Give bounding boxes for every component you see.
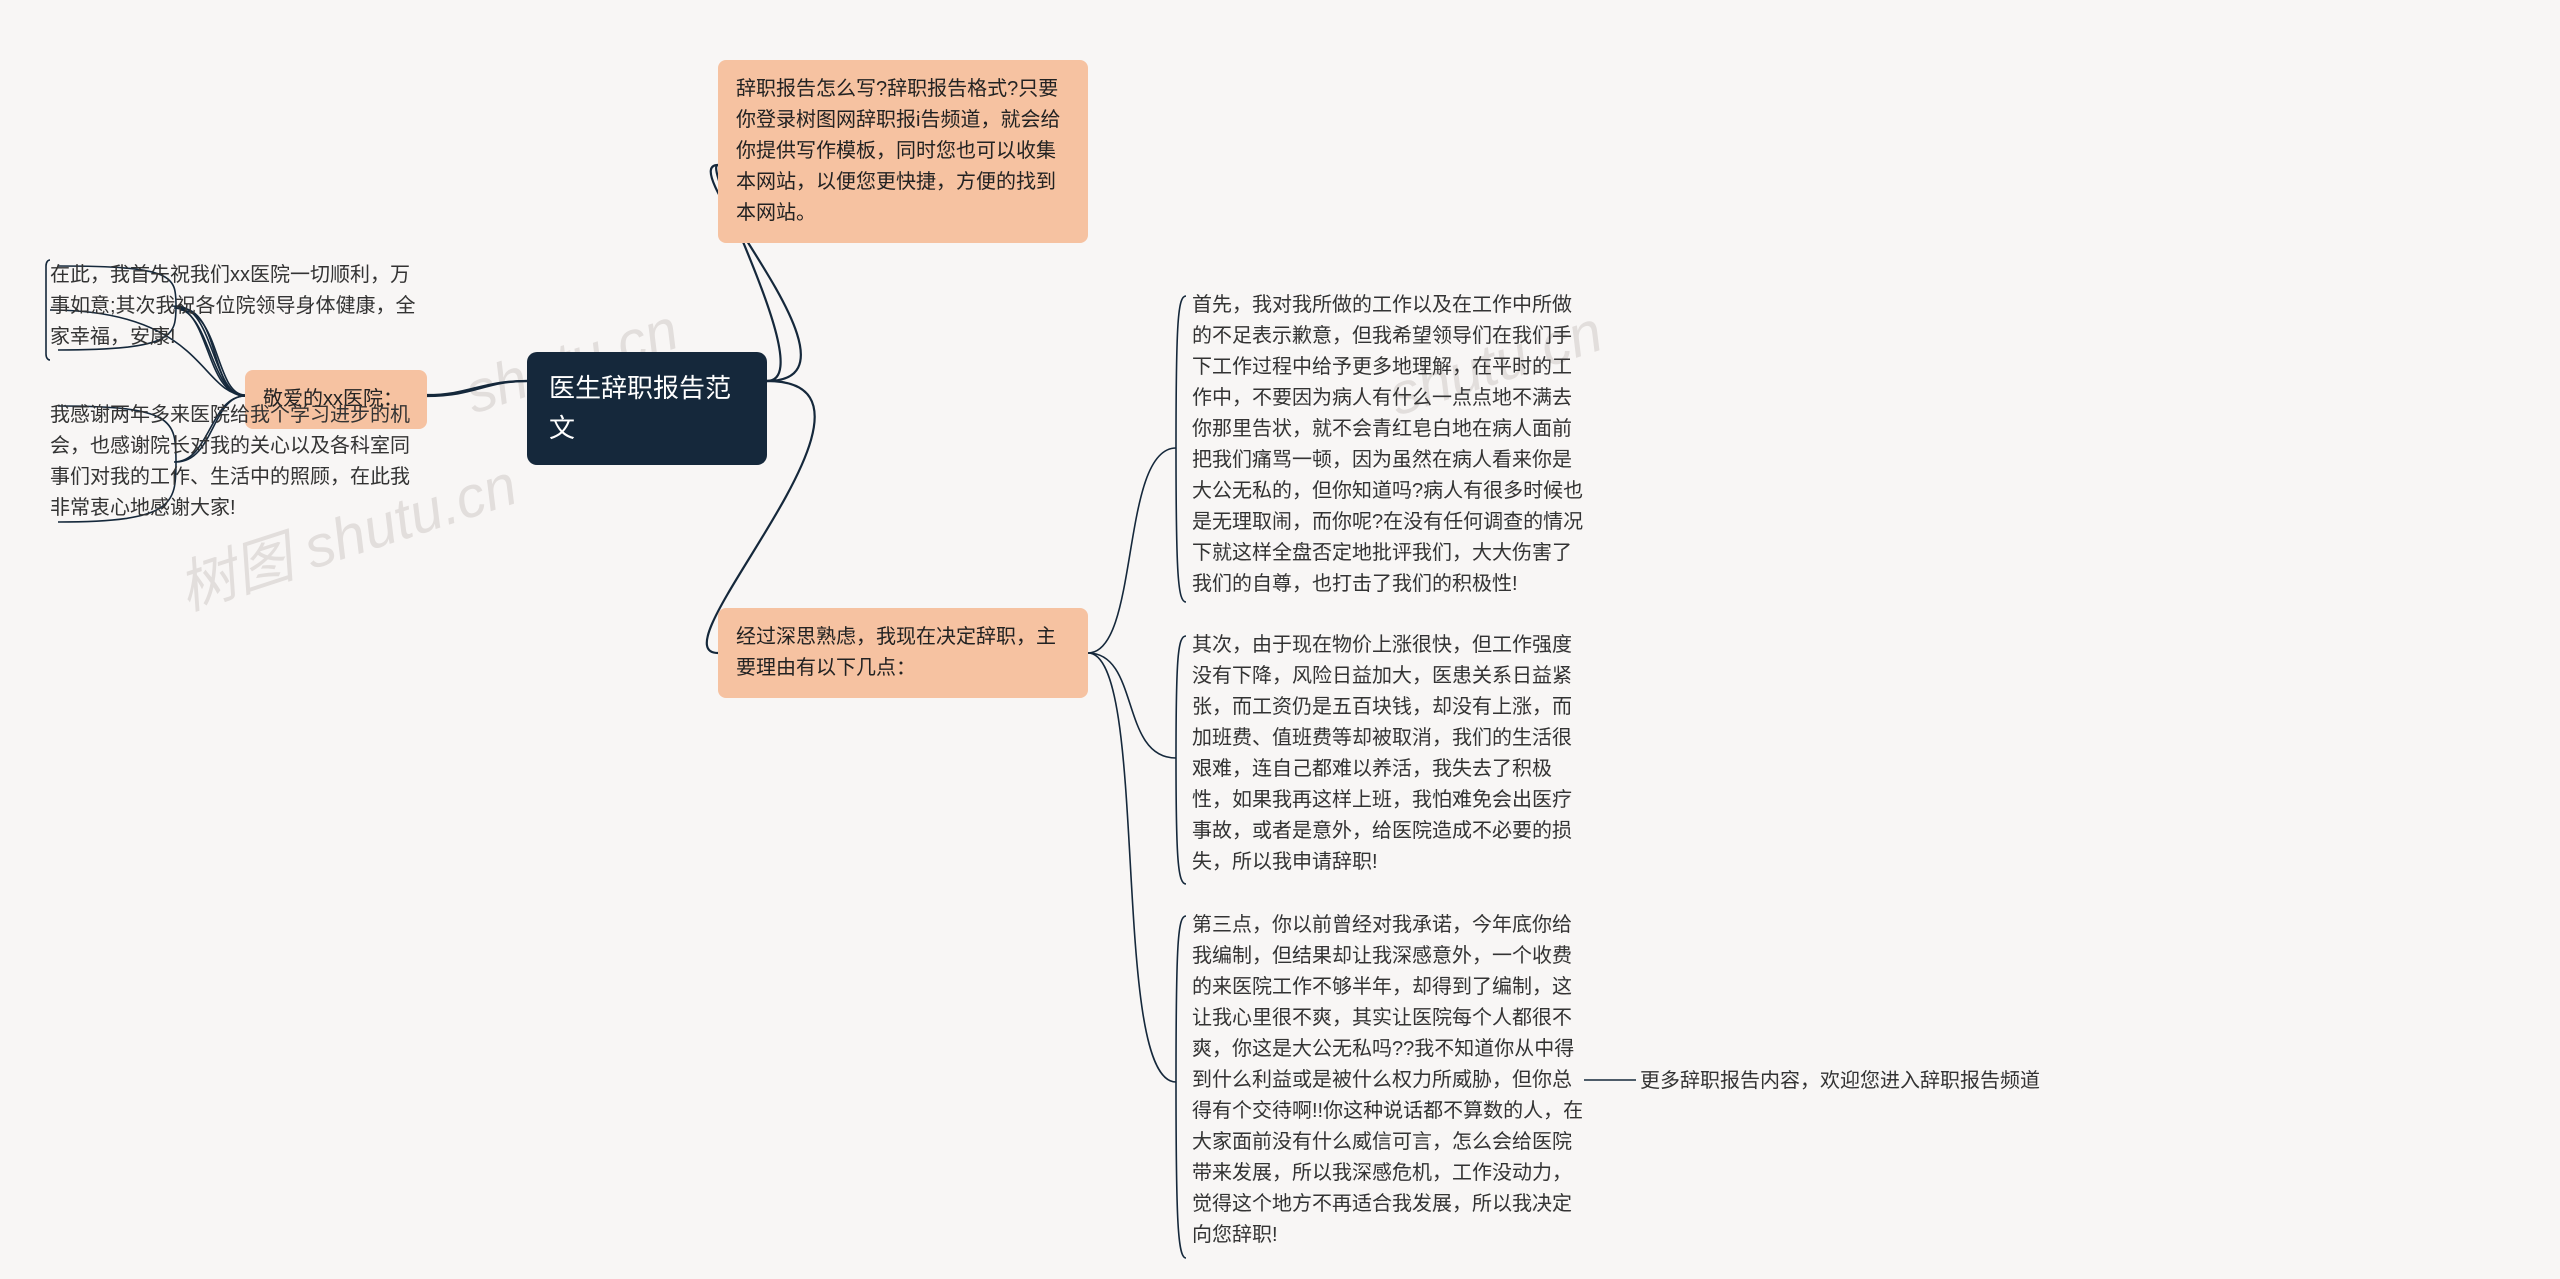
root-node[interactable]: 医生辞职报告范文 — [527, 352, 767, 465]
branch-right-2-label: 经过深思熟虑，我现在决定辞职，主要理由有以下几点： — [736, 626, 1056, 679]
leaf-text: 更多辞职报告内容，欢迎您进入辞职报告频道 — [1640, 1070, 2040, 1092]
leaf-text: 首先，我对我所做的工作以及在工作中所做的不足表示歉意，但我希望领导们在我们手下工… — [1192, 294, 1583, 595]
leaf-text: 我感谢两年多来医院给我个学习进步的机会，也感谢院长对我的关心以及各科室同事们对我… — [50, 404, 410, 519]
branch-right-1-label: 辞职报告怎么写?辞职报告格式?只要你登录树图网辞职报i告频道，就会给你提供写作模… — [736, 78, 1060, 224]
leaf-right-2: 其次，由于现在物价上涨很快，但工作强度没有下降，风险日益加大，医患关系日益紧张，… — [1192, 630, 1584, 878]
leaf-text: 其次，由于现在物价上涨很快，但工作强度没有下降，风险日益加大，医患关系日益紧张，… — [1192, 634, 1572, 873]
leaf-left-2: 我感谢两年多来医院给我个学习进步的机会，也感谢院长对我的关心以及各科室同事们对我… — [50, 400, 422, 524]
leaf-right-1: 首先，我对我所做的工作以及在工作中所做的不足表示歉意，但我希望领导们在我们手下工… — [1192, 290, 1584, 600]
branch-right-1[interactable]: 辞职报告怎么写?辞职报告格式?只要你登录树图网辞职报i告频道，就会给你提供写作模… — [718, 60, 1088, 243]
leaf-text: 第三点，你以前曾经对我承诺，今年底你给我编制，但结果却让我深感意外，一个收费的来… — [1192, 914, 1583, 1246]
leaf-text: 在此，我首先祝我们xx医院一切顺利，万事如意;其次我祝各位院领导身体健康，全家幸… — [50, 264, 416, 348]
branch-right-2[interactable]: 经过深思熟虑，我现在决定辞职，主要理由有以下几点： — [718, 608, 1088, 698]
leaf-right-4: 更多辞职报告内容，欢迎您进入辞职报告频道 — [1640, 1066, 2080, 1097]
leaf-left-1: 在此，我首先祝我们xx医院一切顺利，万事如意;其次我祝各位院领导身体健康，全家幸… — [50, 260, 422, 353]
leaf-right-3: 第三点，你以前曾经对我承诺，今年底你给我编制，但结果却让我深感意外，一个收费的来… — [1192, 910, 1584, 1251]
root-label: 医生辞职报告范文 — [549, 373, 731, 443]
